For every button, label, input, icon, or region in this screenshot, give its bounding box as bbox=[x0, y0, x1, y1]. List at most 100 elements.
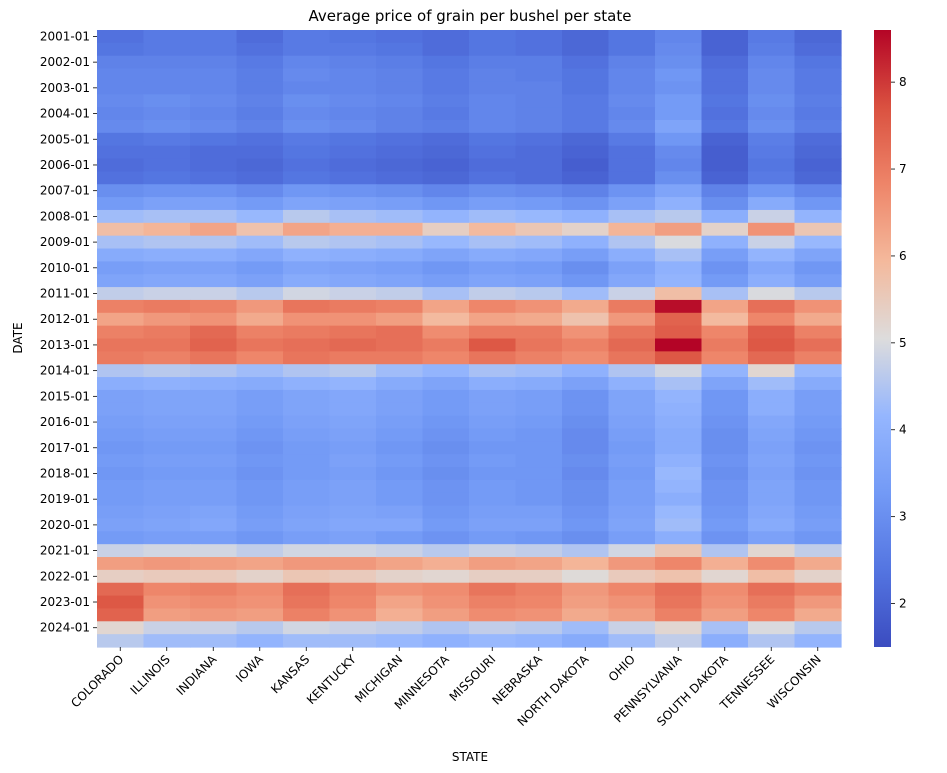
heatmap-cell bbox=[701, 30, 749, 44]
heatmap-cell bbox=[748, 299, 796, 314]
heatmap-cell bbox=[190, 299, 238, 314]
heatmap-cell bbox=[701, 595, 749, 610]
heatmap-cell bbox=[329, 569, 377, 584]
heatmap-cell bbox=[376, 338, 424, 352]
heatmap-cell bbox=[143, 479, 191, 494]
heatmap-cell bbox=[329, 274, 377, 288]
heatmap-cell bbox=[236, 402, 284, 417]
heatmap-cell bbox=[515, 81, 563, 95]
heatmap-cell bbox=[562, 557, 610, 571]
heatmap-cell bbox=[190, 119, 238, 134]
heatmap-cell bbox=[376, 81, 424, 95]
y-tick-label: 2022-01 bbox=[40, 569, 90, 583]
heatmap-cell bbox=[469, 222, 517, 237]
heatmap-cell bbox=[701, 42, 749, 57]
heatmap-cell bbox=[283, 402, 331, 417]
heatmap-cell bbox=[794, 197, 842, 211]
heatmap-cell bbox=[748, 569, 796, 584]
heatmap-cell bbox=[515, 119, 563, 134]
heatmap-cell bbox=[190, 42, 238, 57]
heatmap-cell bbox=[515, 441, 563, 455]
heatmap-cell bbox=[794, 222, 842, 237]
heatmap-cell bbox=[515, 582, 563, 597]
heatmap-cell bbox=[794, 415, 842, 430]
heatmap-cell bbox=[422, 94, 470, 108]
heatmap-cell bbox=[655, 518, 703, 532]
heatmap-cell bbox=[748, 544, 796, 558]
heatmap-cell bbox=[748, 479, 796, 494]
heatmap-cell bbox=[422, 569, 470, 584]
heatmap-cell bbox=[794, 287, 842, 301]
heatmap-cell bbox=[748, 402, 796, 417]
heatmap-cell bbox=[283, 55, 331, 70]
heatmap-cell bbox=[655, 119, 703, 134]
heatmap-cell bbox=[143, 544, 191, 558]
heatmap-cell bbox=[422, 634, 470, 648]
heatmap-cell bbox=[748, 338, 796, 352]
heatmap-cell bbox=[748, 171, 796, 185]
heatmap-cell bbox=[608, 94, 656, 108]
heatmap-cell bbox=[283, 145, 331, 160]
y-tick-label: 2014-01 bbox=[40, 364, 90, 378]
heatmap-cell bbox=[143, 325, 191, 340]
x-tick-label: ILLINOIS bbox=[128, 652, 173, 697]
y-tick-label: 2023-01 bbox=[40, 595, 90, 609]
heatmap-cell bbox=[655, 261, 703, 275]
heatmap-cell bbox=[422, 158, 470, 172]
heatmap-cell bbox=[143, 441, 191, 455]
heatmap-cell bbox=[329, 467, 377, 481]
heatmap-cell bbox=[283, 235, 331, 250]
heatmap-cell bbox=[376, 402, 424, 417]
heatmap-cell bbox=[748, 132, 796, 147]
heatmap-cell bbox=[608, 351, 656, 365]
heatmap-cell bbox=[283, 351, 331, 365]
heatmap-cell bbox=[701, 621, 749, 635]
heatmap-cell bbox=[422, 171, 470, 185]
heatmap-cell bbox=[236, 81, 284, 95]
heatmap-cell bbox=[376, 454, 424, 468]
heatmap-cell bbox=[748, 531, 796, 545]
heatmap-cell bbox=[376, 492, 424, 507]
heatmap-cell bbox=[329, 197, 377, 211]
heatmap-cell bbox=[515, 621, 563, 635]
heatmap-cell bbox=[794, 441, 842, 455]
heatmap-cell bbox=[794, 351, 842, 365]
heatmap-cell bbox=[190, 621, 238, 635]
heatmap-cell bbox=[283, 184, 331, 198]
heatmap-cell bbox=[469, 454, 517, 468]
heatmap-cell bbox=[608, 209, 656, 224]
heatmap-cell bbox=[794, 68, 842, 83]
heatmap-cell bbox=[655, 557, 703, 571]
heatmap-cell bbox=[562, 274, 610, 288]
heatmap-cell bbox=[794, 621, 842, 635]
heatmap-cell bbox=[794, 235, 842, 250]
colorbar-tick-label: 8 bbox=[899, 75, 907, 89]
heatmap-cell bbox=[794, 274, 842, 288]
heatmap-cell bbox=[190, 145, 238, 160]
colorbar-ticks: 2 3 4 5 6 7 8 bbox=[891, 75, 907, 611]
heatmap-cell bbox=[190, 582, 238, 597]
heatmap-cell bbox=[236, 42, 284, 57]
heatmap-cell bbox=[236, 454, 284, 468]
heatmap-cell bbox=[143, 94, 191, 108]
heatmap-cell bbox=[469, 441, 517, 455]
heatmap-cell bbox=[283, 261, 331, 275]
heatmap-cell bbox=[190, 158, 238, 172]
heatmap-cell bbox=[422, 325, 470, 340]
heatmap-cell bbox=[469, 389, 517, 404]
heatmap-cell bbox=[97, 274, 145, 288]
heatmap-cell bbox=[608, 261, 656, 275]
heatmap-cell bbox=[794, 171, 842, 185]
heatmap-cell bbox=[236, 274, 284, 288]
heatmap-cell bbox=[655, 42, 703, 57]
heatmap-cell bbox=[469, 325, 517, 340]
heatmap-cell bbox=[329, 209, 377, 224]
heatmap-cell bbox=[608, 184, 656, 198]
heatmap-cell bbox=[236, 557, 284, 571]
heatmap-cell bbox=[608, 621, 656, 635]
heatmap-cell bbox=[422, 197, 470, 211]
heatmap-cell bbox=[283, 557, 331, 571]
heatmap-cell bbox=[143, 55, 191, 70]
heatmap-cell bbox=[608, 634, 656, 648]
heatmap-cell bbox=[469, 68, 517, 83]
